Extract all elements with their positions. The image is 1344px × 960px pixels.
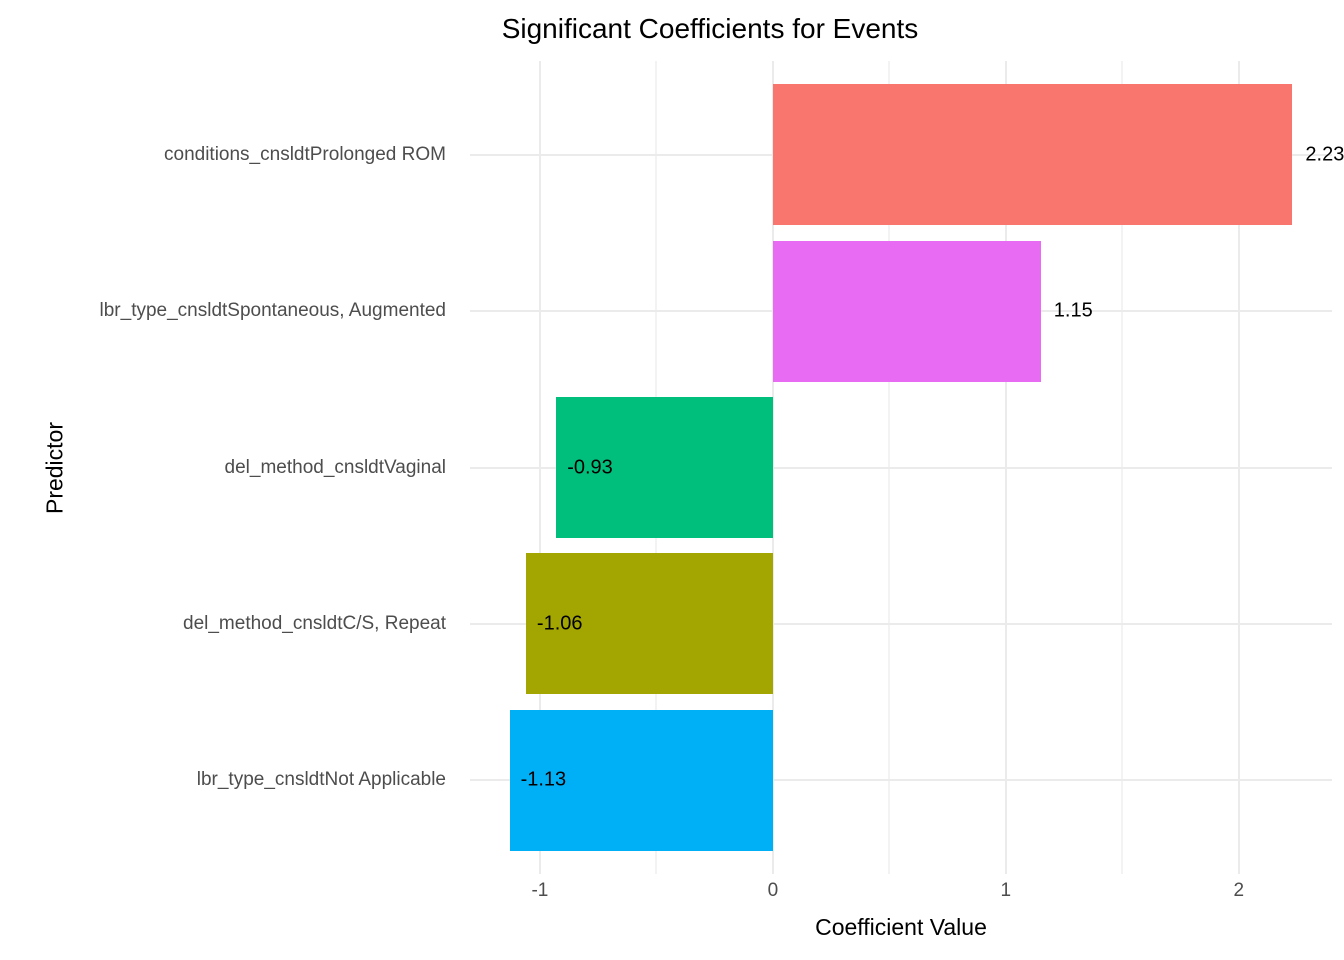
bar: [772, 84, 1293, 226]
bar: [525, 553, 773, 695]
bar: [556, 397, 773, 538]
x-tick-label: 2: [1233, 880, 1245, 901]
chart-title: Significant Coefficients for Events: [501, 13, 919, 44]
bar-value-label: -0.93: [567, 456, 613, 478]
x-tick-label: 1: [1000, 880, 1012, 901]
x-axis-title: Coefficient Value: [815, 914, 987, 940]
bar-value-label: -1.13: [520, 768, 567, 791]
x-tick-label: -1: [531, 880, 549, 901]
bar-value-label: 2.23: [1305, 143, 1344, 166]
bar-value-label: -1.06: [536, 612, 583, 635]
bar-value-label: 1.15: [1053, 299, 1093, 322]
y-axis-label: del_method_cnsldtVaginal: [224, 456, 446, 478]
gridline-major-horizontal: [470, 466, 1332, 469]
y-axis-label: del_method_cnsldtC/S, Repeat: [183, 612, 446, 634]
bar: [772, 240, 1041, 382]
gridline-major-horizontal: [470, 622, 1332, 625]
bar: [509, 709, 773, 851]
gridline-major-horizontal: [470, 779, 1332, 782]
y-axis-title: Predictor: [41, 421, 68, 515]
y-axis-label: lbr_type_cnsldtNot Applicable: [196, 769, 446, 791]
plot-panel: [470, 61, 1332, 874]
x-tick-label: 0: [767, 880, 779, 901]
y-axis-label: conditions_cnsldtProlonged ROM: [164, 143, 446, 165]
y-axis-label: lbr_type_cnsldtSpontaneous, Augmented: [99, 300, 446, 322]
